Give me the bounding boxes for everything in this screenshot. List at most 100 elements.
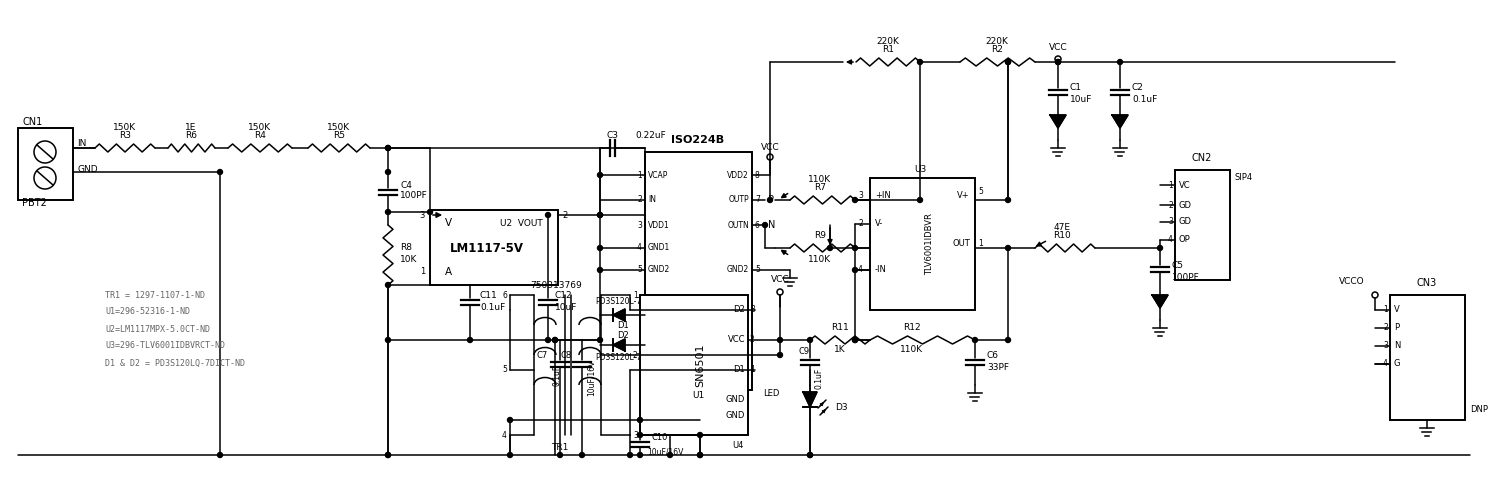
Text: C11: C11 [480,290,498,299]
Circle shape [598,213,603,217]
Text: N: N [1394,341,1400,351]
Text: OUTP: OUTP [729,196,750,204]
Text: R1: R1 [881,45,893,55]
Text: -IN: -IN [875,266,887,274]
Circle shape [385,145,391,151]
Text: 750313769: 750313769 [531,281,582,289]
Text: GND: GND [726,411,745,420]
Text: 1K: 1K [833,345,845,355]
Text: 7: 7 [755,196,760,204]
Text: R4: R4 [253,131,265,141]
Circle shape [598,172,603,177]
Circle shape [385,170,391,174]
Text: 33PF: 33PF [986,363,1009,371]
Circle shape [558,453,562,457]
Text: SN6501: SN6501 [696,343,705,387]
Text: 4: 4 [1168,236,1174,244]
Circle shape [808,338,812,342]
Text: C12: C12 [555,290,573,299]
Text: 2: 2 [1168,200,1174,210]
Circle shape [1006,59,1010,65]
Text: IN: IN [648,196,657,204]
Circle shape [217,170,222,174]
Text: 1: 1 [1168,181,1174,189]
Text: 10uF: 10uF [555,302,577,312]
Circle shape [1157,245,1163,251]
Circle shape [385,210,391,214]
Text: 47E: 47E [1054,223,1070,231]
Text: 1: 1 [977,240,983,248]
Text: 3: 3 [637,221,642,229]
Text: 2: 2 [750,336,755,344]
Bar [869,178,974,310]
Circle shape [598,338,603,342]
Text: D2: D2 [618,331,628,341]
Text: LED: LED [763,388,779,398]
Circle shape [508,453,513,457]
Text: 5: 5 [755,266,760,274]
Circle shape [637,417,643,423]
Text: IN: IN [76,140,87,148]
Text: VCC: VCC [760,143,779,153]
Circle shape [1006,245,1010,251]
Circle shape [385,453,391,457]
Text: 10uF: 10uF [1070,96,1093,104]
Circle shape [508,417,513,423]
Text: 4: 4 [1384,359,1388,369]
Text: 10uF/16V: 10uF/16V [648,448,684,456]
Text: U1: U1 [693,390,705,399]
Text: 2: 2 [1384,324,1388,332]
Text: 4: 4 [502,430,507,440]
Bar [1390,295,1465,420]
Text: 5: 5 [502,366,507,374]
Text: VCCO: VCCO [1340,278,1366,286]
Text: C5: C5 [1172,260,1184,270]
Polygon shape [803,392,817,407]
Text: VDD1: VDD1 [648,221,670,229]
Circle shape [385,338,391,342]
Text: P: P [1394,324,1399,332]
Text: V+: V+ [958,190,970,199]
Text: C1: C1 [1070,84,1082,93]
Text: ISO224B: ISO224B [672,135,724,145]
Circle shape [763,223,767,227]
Text: 8: 8 [755,170,760,180]
Text: R5: R5 [333,131,345,141]
Bar [645,152,752,390]
Text: 100PF: 100PF [400,191,427,200]
Text: 0.1uF: 0.1uF [1132,96,1157,104]
Bar [430,210,558,285]
Text: 5: 5 [977,187,983,197]
Text: CN2: CN2 [1192,153,1213,163]
Text: LM1117-5V: LM1117-5V [450,242,525,255]
Text: 0.1uF: 0.1uF [553,364,562,385]
Text: GD: GD [1180,217,1192,227]
Text: D2: D2 [733,306,745,314]
Circle shape [767,198,772,202]
Text: R10: R10 [1054,231,1070,241]
Circle shape [553,338,558,342]
Text: GD: GD [1180,200,1192,210]
Text: U4: U4 [733,440,744,450]
Text: 2: 2 [633,351,637,359]
Circle shape [917,198,922,202]
Text: VCC: VCC [1049,43,1067,53]
Text: 2: 2 [562,211,567,219]
Text: U3=296-TLV6001IDBVRCT-ND: U3=296-TLV6001IDBVRCT-ND [105,341,225,351]
Circle shape [637,453,643,457]
Text: R8: R8 [400,243,412,253]
Text: 100PF: 100PF [1172,272,1199,282]
Text: D1 & D2 = PD3S120LQ-7DICT-ND: D1 & D2 = PD3S120LQ-7DICT-ND [105,358,244,368]
Text: R12: R12 [904,324,920,332]
Text: 150K: 150K [114,123,136,131]
Circle shape [778,338,782,342]
Text: G: G [1394,359,1400,369]
Circle shape [385,283,391,287]
Circle shape [1006,338,1010,342]
Text: R11: R11 [830,324,848,332]
Text: D3: D3 [835,403,847,412]
Text: C10: C10 [652,432,669,441]
Text: VCC: VCC [727,336,745,344]
Text: GND: GND [76,166,97,174]
Text: V: V [1394,306,1400,314]
